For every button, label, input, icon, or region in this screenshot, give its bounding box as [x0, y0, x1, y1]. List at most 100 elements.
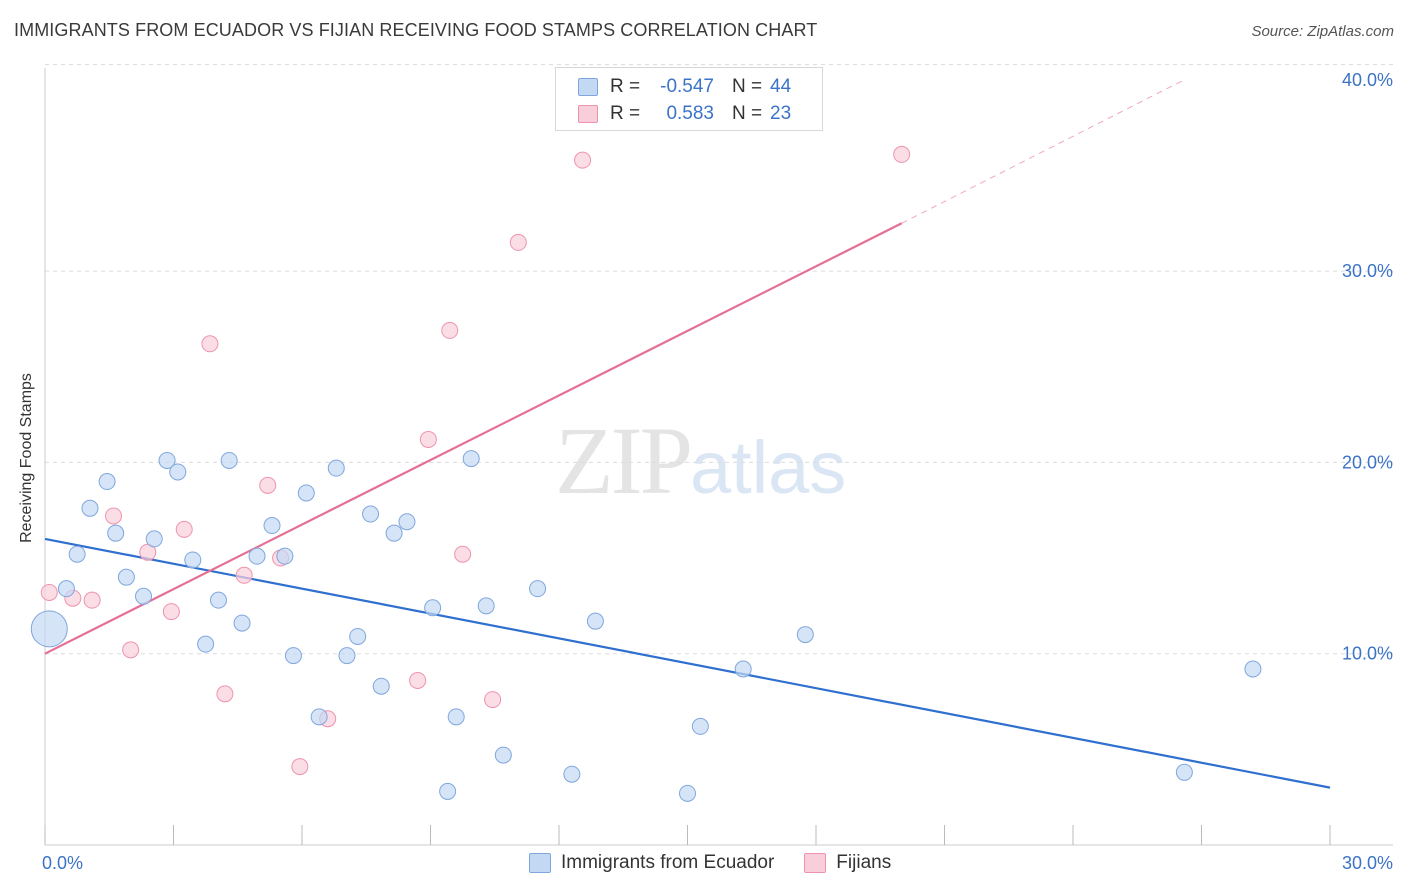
- data-point-fijians: [409, 671, 427, 689]
- legend-n-label: N =: [732, 103, 763, 124]
- data-point-ecuador: [494, 746, 512, 764]
- data-point-ecuador: [169, 463, 187, 481]
- data-point-fijians: [235, 566, 253, 584]
- y-tick-label: 40.0%: [1342, 70, 1393, 90]
- data-point-ecuador: [276, 547, 294, 565]
- data-point-ecuador: [385, 524, 403, 542]
- data-point-fijians: [291, 758, 309, 776]
- data-point-ecuador: [462, 450, 480, 468]
- legend-row-ecuador: R = -0.547 N = 44: [578, 74, 800, 100]
- data-points: [30, 145, 1262, 802]
- data-point-ecuador: [184, 551, 202, 569]
- data-point-fijians: [454, 545, 472, 563]
- data-point-fijians: [105, 507, 123, 525]
- legend-label-ecuador: Immigrants from Ecuador: [561, 852, 775, 873]
- data-point-fijians: [83, 591, 101, 609]
- data-point-ecuador: [30, 610, 68, 648]
- gridlines: [45, 63, 1393, 655]
- data-point-ecuador: [310, 708, 328, 726]
- data-point-ecuador: [263, 517, 281, 535]
- data-point-ecuador: [734, 660, 752, 678]
- data-point-ecuador: [796, 626, 814, 644]
- y-tick-label: 20.0%: [1342, 452, 1393, 472]
- data-point-ecuador: [117, 568, 135, 586]
- data-point-ecuador: [447, 708, 465, 726]
- data-point-ecuador: [563, 765, 581, 783]
- data-point-fijians: [484, 691, 502, 709]
- data-point-ecuador: [372, 677, 390, 695]
- trendline-fijians-extension: [901, 79, 1185, 224]
- data-point-ecuador: [477, 597, 495, 615]
- data-point-fijians: [201, 335, 219, 353]
- x-tick-label: 0.0%: [42, 853, 83, 873]
- trendline-ecuador: [44, 537, 1331, 789]
- data-point-fijians: [441, 321, 459, 339]
- data-point-fijians: [216, 685, 234, 703]
- legend-row-fijians: R = 0.583 N = 23: [578, 101, 800, 127]
- correlation-legend: R = -0.547 N = 44 R = 0.583 N = 23: [555, 67, 823, 131]
- data-point-ecuador: [398, 513, 416, 531]
- data-point-fijians: [509, 233, 527, 251]
- data-point-ecuador: [68, 545, 86, 563]
- legend-n-value: 44: [770, 76, 792, 97]
- legend-swatch-pink: [578, 105, 598, 123]
- data-point-ecuador: [349, 627, 367, 645]
- data-point-ecuador: [439, 782, 457, 800]
- data-point-ecuador: [284, 647, 302, 665]
- data-point-ecuador: [158, 451, 176, 469]
- legend-n-value: 23: [770, 103, 792, 124]
- data-point-fijians: [175, 520, 193, 538]
- data-point-ecuador: [327, 459, 345, 477]
- data-point-ecuador: [691, 717, 709, 735]
- data-point-ecuador: [586, 612, 604, 630]
- series-legend: Immigrants from Ecuador Fijians: [529, 852, 921, 874]
- trendline-fijians: [44, 222, 903, 655]
- data-point-ecuador: [145, 530, 163, 548]
- legend-swatch-pink: [804, 853, 827, 873]
- legend-swatch-blue: [529, 853, 551, 873]
- data-point-ecuador: [209, 591, 227, 609]
- data-point-ecuador: [1175, 763, 1193, 781]
- y-tick-label: 30.0%: [1342, 261, 1393, 281]
- source-label: Source: ZipAtlas.com: [1251, 23, 1394, 40]
- data-point-ecuador: [1244, 660, 1262, 678]
- data-point-ecuador: [98, 473, 116, 491]
- data-point-fijians: [40, 583, 58, 601]
- data-point-ecuador: [297, 484, 315, 502]
- data-point-fijians: [419, 430, 437, 448]
- legend-r-label: R =: [610, 103, 641, 124]
- data-point-ecuador: [233, 614, 251, 632]
- legend-r-label: R =: [610, 76, 641, 97]
- data-point-ecuador: [679, 784, 696, 802]
- data-point-ecuador: [338, 647, 356, 665]
- data-point-fijians: [122, 641, 140, 659]
- y-tick-label: 10.0%: [1342, 644, 1393, 664]
- trendlines: [44, 79, 1331, 789]
- data-point-ecuador: [529, 580, 547, 598]
- legend-r-value: 0.583: [666, 103, 714, 124]
- data-point-ecuador: [197, 635, 215, 653]
- data-point-ecuador: [81, 499, 99, 517]
- legend-n-label: N =: [732, 76, 763, 97]
- data-point-ecuador: [362, 505, 380, 523]
- data-point-ecuador: [107, 524, 125, 542]
- data-point-fijians: [259, 476, 277, 494]
- axes: [44, 68, 1393, 846]
- data-point-fijians: [893, 145, 911, 163]
- data-point-fijians: [574, 151, 592, 169]
- legend-item-fijians[interactable]: Fijians: [804, 852, 891, 874]
- data-point-ecuador: [220, 451, 238, 469]
- data-point-ecuador: [135, 587, 153, 605]
- legend-r-value: -0.547: [660, 76, 714, 97]
- legend-item-ecuador[interactable]: Immigrants from Ecuador: [529, 852, 774, 874]
- legend-swatch-blue: [578, 78, 598, 96]
- data-point-ecuador: [57, 580, 75, 598]
- data-point-ecuador: [424, 599, 442, 617]
- x-tick-label: 30.0%: [1342, 853, 1393, 873]
- tick-labels: 10.0% 20.0% 30.0% 40.0% 0.0% 30.0%: [42, 70, 1393, 873]
- chart-title: IMMIGRANTS FROM ECUADOR VS FIJIAN RECEIV…: [14, 20, 818, 40]
- data-point-fijians: [162, 603, 180, 621]
- data-point-ecuador: [248, 547, 266, 565]
